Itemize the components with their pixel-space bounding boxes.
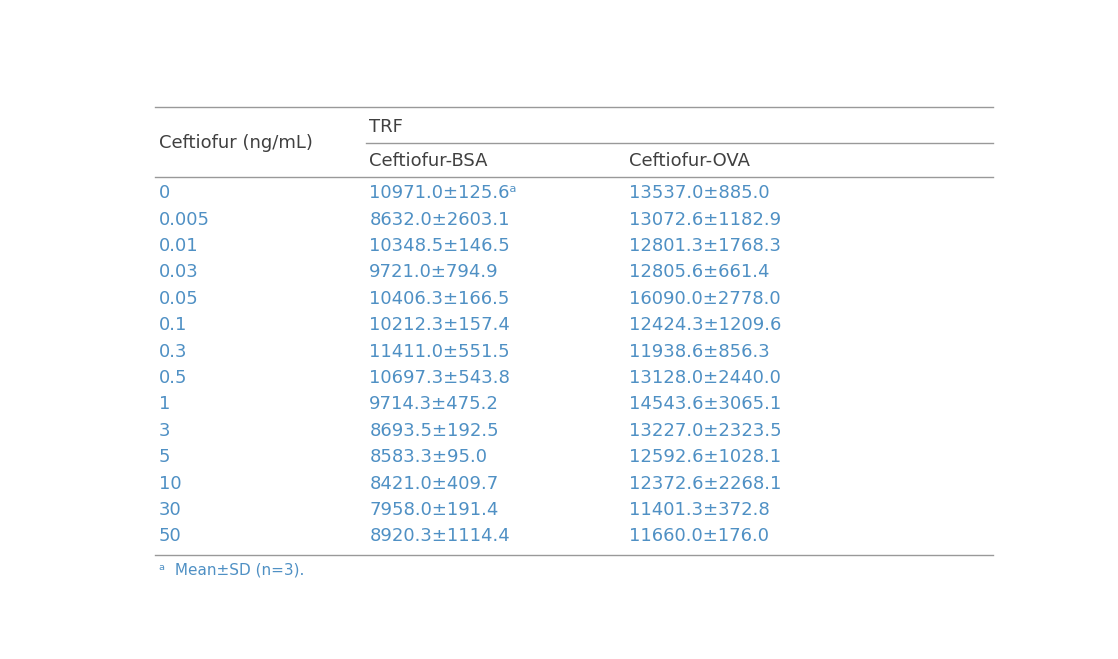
Text: 0.5: 0.5 bbox=[159, 369, 188, 387]
Text: 10697.3±543.8: 10697.3±543.8 bbox=[369, 369, 510, 387]
Text: 11411.0±551.5: 11411.0±551.5 bbox=[369, 343, 510, 360]
Text: 11401.3±372.8: 11401.3±372.8 bbox=[629, 501, 770, 519]
Text: 8583.3±95.0: 8583.3±95.0 bbox=[369, 448, 487, 466]
Text: 10212.3±157.4: 10212.3±157.4 bbox=[369, 316, 510, 334]
Text: 30: 30 bbox=[159, 501, 181, 519]
Text: 0.1: 0.1 bbox=[159, 316, 187, 334]
Text: 8632.0±2603.1: 8632.0±2603.1 bbox=[369, 211, 510, 229]
Text: 0.01: 0.01 bbox=[159, 237, 198, 255]
Text: 10971.0±125.6ᵃ: 10971.0±125.6ᵃ bbox=[369, 185, 517, 202]
Text: 3: 3 bbox=[159, 422, 170, 440]
Text: TRF: TRF bbox=[369, 118, 404, 136]
Text: 11938.6±856.3: 11938.6±856.3 bbox=[629, 343, 770, 360]
Text: 8421.0±409.7: 8421.0±409.7 bbox=[369, 474, 499, 492]
Text: 13537.0±885.0: 13537.0±885.0 bbox=[629, 185, 770, 202]
Text: 0: 0 bbox=[159, 185, 170, 202]
Text: Ceftiofur-OVA: Ceftiofur-OVA bbox=[629, 152, 750, 170]
Text: 9714.3±475.2: 9714.3±475.2 bbox=[369, 395, 500, 413]
Text: 14543.6±3065.1: 14543.6±3065.1 bbox=[629, 395, 781, 413]
Text: 10: 10 bbox=[159, 474, 181, 492]
Text: 0.3: 0.3 bbox=[159, 343, 188, 360]
Text: 12592.6±1028.1: 12592.6±1028.1 bbox=[629, 448, 781, 466]
Text: 8693.5±192.5: 8693.5±192.5 bbox=[369, 422, 499, 440]
Text: ᵃ  Mean±SD (n=3).: ᵃ Mean±SD (n=3). bbox=[159, 563, 304, 578]
Text: 13128.0±2440.0: 13128.0±2440.0 bbox=[629, 369, 781, 387]
Text: 13072.6±1182.9: 13072.6±1182.9 bbox=[629, 211, 781, 229]
Text: 8920.3±1114.4: 8920.3±1114.4 bbox=[369, 527, 510, 545]
Text: 10406.3±166.5: 10406.3±166.5 bbox=[369, 290, 510, 308]
Text: 50: 50 bbox=[159, 527, 181, 545]
Text: 0.05: 0.05 bbox=[159, 290, 199, 308]
Text: 0.005: 0.005 bbox=[159, 211, 210, 229]
Text: 0.03: 0.03 bbox=[159, 264, 199, 281]
Text: 10348.5±146.5: 10348.5±146.5 bbox=[369, 237, 510, 255]
Text: 11660.0±176.0: 11660.0±176.0 bbox=[629, 527, 769, 545]
Text: 13227.0±2323.5: 13227.0±2323.5 bbox=[629, 422, 781, 440]
Text: Ceftiofur-BSA: Ceftiofur-BSA bbox=[369, 152, 487, 170]
Text: 9721.0±794.9: 9721.0±794.9 bbox=[369, 264, 499, 281]
Text: Ceftiofur (ng/mL): Ceftiofur (ng/mL) bbox=[159, 134, 313, 152]
Text: 12805.6±661.4: 12805.6±661.4 bbox=[629, 264, 770, 281]
Text: 12372.6±2268.1: 12372.6±2268.1 bbox=[629, 474, 781, 492]
Text: 12801.3±1768.3: 12801.3±1768.3 bbox=[629, 237, 781, 255]
Text: 1: 1 bbox=[159, 395, 170, 413]
Text: 16090.0±2778.0: 16090.0±2778.0 bbox=[629, 290, 780, 308]
Text: 7958.0±191.4: 7958.0±191.4 bbox=[369, 501, 499, 519]
Text: 12424.3±1209.6: 12424.3±1209.6 bbox=[629, 316, 781, 334]
Text: 5: 5 bbox=[159, 448, 170, 466]
